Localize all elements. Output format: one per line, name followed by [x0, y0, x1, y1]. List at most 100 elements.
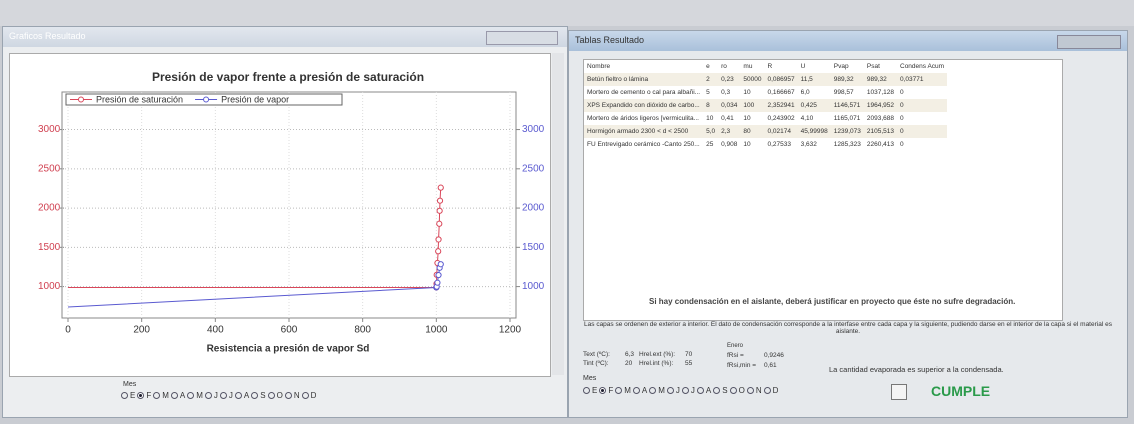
- month-option: O: [277, 391, 283, 400]
- radio-button[interactable]: [153, 392, 160, 399]
- radio-button[interactable]: [235, 392, 242, 399]
- table-cell: 2105,513: [864, 125, 897, 138]
- chart-title: Presión de vapor frente a presión de sat…: [152, 70, 424, 84]
- x-tick-label: 0: [65, 325, 71, 336]
- y2-tick-label: 1500: [522, 242, 545, 253]
- table-cell: FU Entrevigado cerámico -Canto 250...: [584, 138, 703, 151]
- table-cell: 989,32: [831, 73, 864, 86]
- x-tick-label: 200: [133, 325, 150, 336]
- table-cell: 1165,071: [831, 112, 864, 125]
- frsi-value: 0,9246: [764, 352, 784, 359]
- table-cell: 0,3: [718, 86, 740, 99]
- header-cell: Condens Acum: [897, 60, 947, 73]
- table-cell: 0: [897, 138, 947, 151]
- legend-marker: [79, 97, 84, 102]
- results-table: NombreeromuRUPvapPsatCondens AcumBetún f…: [584, 60, 947, 151]
- radio-button[interactable]: [583, 387, 590, 394]
- month-option: F: [146, 391, 151, 400]
- table-cell: 0,41: [718, 112, 740, 125]
- table-cell: 1964,952: [864, 99, 897, 112]
- table-cell: 0,27533: [765, 138, 798, 151]
- table-cell: 0: [897, 112, 947, 125]
- table-cell: Mortero de cemento o cal para albañi...: [584, 86, 703, 99]
- radio-button[interactable]: [615, 387, 622, 394]
- month-label: Mes: [123, 381, 136, 388]
- month-option: D: [311, 391, 317, 400]
- x-axis-label: Resistencia a presión de vapor Sd: [207, 344, 370, 355]
- legend-marker: [204, 97, 209, 102]
- legend-label: Presión de vapor: [221, 94, 289, 104]
- x-tick-label: 400: [207, 325, 224, 336]
- radio-button[interactable]: [697, 387, 704, 394]
- frsi-min-label: fRsi,min =: [727, 362, 756, 369]
- table-cell: 998,57: [831, 86, 864, 99]
- table-cell: 6,0: [798, 86, 831, 99]
- radio-button[interactable]: [121, 392, 128, 399]
- table-cell: 10: [740, 138, 764, 151]
- table-cell: Betún fieltro o lámina: [584, 73, 703, 86]
- table-cell: 0,425: [798, 99, 831, 112]
- checkbox[interactable]: [891, 384, 907, 400]
- y-tick-label: 3000: [38, 124, 61, 135]
- table-cell: 2,352941: [765, 99, 798, 112]
- radio-button[interactable]: [268, 392, 275, 399]
- month-option: M: [162, 391, 169, 400]
- radio-button[interactable]: [649, 387, 656, 394]
- radio-button[interactable]: [599, 387, 606, 394]
- radio-button[interactable]: [205, 392, 212, 399]
- frsi-label: fRsi =: [727, 352, 744, 359]
- radio-button[interactable]: [682, 387, 689, 394]
- radio-button[interactable]: [747, 387, 754, 394]
- marker: [438, 262, 443, 267]
- window-buttons[interactable]: [1057, 35, 1121, 49]
- warning: Si hay condensación en el aislante, debe…: [649, 297, 1015, 306]
- radio-button[interactable]: [730, 387, 737, 394]
- verdict: CUMPLE: [931, 383, 990, 399]
- header-cell: R: [765, 60, 798, 73]
- month-option: A: [180, 391, 185, 400]
- table-cell: Mortero de áridos ligeros [vermiculita..…: [584, 112, 703, 125]
- radio-button[interactable]: [302, 392, 309, 399]
- month-option: A: [706, 386, 711, 395]
- radio-button[interactable]: [633, 387, 640, 394]
- chart: Presión de vapor frente a presión de sat…: [0, 0, 566, 380]
- table-cell: 80: [740, 125, 764, 138]
- radio-button[interactable]: [285, 392, 292, 399]
- table-cell: 2,3: [718, 125, 740, 138]
- x-tick-label: 800: [354, 325, 371, 336]
- field-label: Text (ºC):: [583, 351, 625, 358]
- field-label: Tint (ºC):: [583, 360, 625, 367]
- radio-button[interactable]: [764, 387, 771, 394]
- month-option: D: [773, 386, 779, 395]
- month-option: E: [592, 386, 597, 395]
- table-cell: 2093,688: [864, 112, 897, 125]
- table-cell: 5: [703, 86, 718, 99]
- series-line: [68, 264, 441, 307]
- radio-button[interactable]: [713, 387, 720, 394]
- table-cell: 0,02174: [765, 125, 798, 138]
- table-cell: Hormigón armado 2300 < d < 2500: [584, 125, 703, 138]
- radio-button[interactable]: [171, 392, 178, 399]
- table-cell: 25: [703, 138, 718, 151]
- month-option: M: [196, 391, 203, 400]
- radio-button[interactable]: [137, 392, 144, 399]
- month-radios: EFMAMJJASOND: [583, 386, 778, 395]
- table-cell: 0,166667: [765, 86, 798, 99]
- marker: [437, 208, 442, 213]
- month-option: S: [260, 391, 265, 400]
- month-option: O: [739, 386, 745, 395]
- radio-button[interactable]: [251, 392, 258, 399]
- header-cell: Pvap: [831, 60, 864, 73]
- radio-button[interactable]: [220, 392, 227, 399]
- y-tick-label: 2500: [38, 163, 61, 174]
- table-panel: NombreeromuRUPvapPsatCondens AcumBetún f…: [583, 59, 1063, 321]
- radio-button[interactable]: [187, 392, 194, 399]
- table-cell: 10: [740, 112, 764, 125]
- evaporation-note: La cantidad evaporada es superior a la c…: [829, 365, 1004, 374]
- month-option: J: [229, 391, 233, 400]
- month-option: N: [294, 391, 300, 400]
- field-label: Hrel.ext (%):: [639, 351, 685, 358]
- marker: [435, 280, 440, 285]
- radio-button[interactable]: [667, 387, 674, 394]
